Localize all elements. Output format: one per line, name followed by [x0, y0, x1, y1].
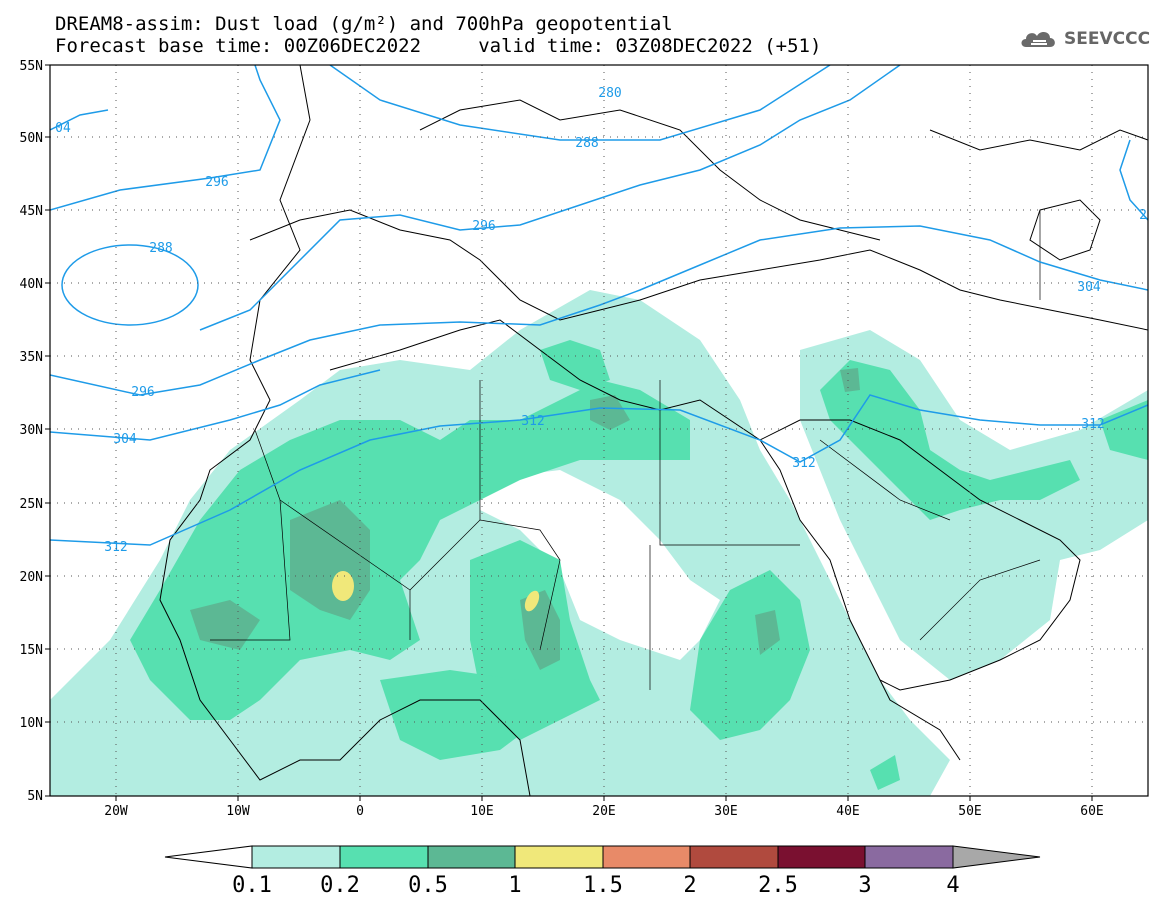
contour-label: 280 [598, 86, 621, 101]
lat-label: 40N [20, 277, 43, 292]
colorbar-high-arrow [952, 845, 1041, 869]
lat-label: 20N [20, 570, 43, 585]
colorbar-bin [514, 845, 604, 869]
lon-label: 50E [958, 804, 981, 819]
graticule [50, 65, 1148, 796]
colorbar-tick-label: 0.2 [320, 873, 360, 898]
map-frame [49, 64, 1149, 797]
lat-label: 45N [20, 204, 43, 219]
lat-label: 30N [20, 423, 43, 438]
colorbar-tick-label: 3 [858, 873, 871, 898]
contour-label: 288 [149, 241, 172, 256]
contour-label: 312 [792, 456, 815, 471]
geopotential-contours [50, 65, 1148, 546]
colorbar-tick-labels: 0.1 0.2 0.5 1 1.5 2 2.5 3 4 [232, 873, 960, 898]
colorbar-tick-label: 2.5 [758, 873, 798, 898]
longitude-labels: 20W 10W 0 10E 20E 30E 40E 50E 60E [104, 804, 1103, 819]
lat-label: 15N [20, 643, 43, 658]
lat-label: 50N [20, 131, 43, 146]
colorbar-bin [689, 845, 779, 869]
latitude-labels: 55N 50N 45N 40N 35N 30N 25N 20N 15N 10N … [20, 59, 43, 804]
contour-label: 312 [104, 540, 127, 555]
lon-label: 60E [1080, 804, 1103, 819]
contour-label: 296 [131, 385, 154, 400]
lon-label: 20E [592, 804, 615, 819]
lat-label: 55N [20, 59, 43, 74]
coastlines [159, 65, 1148, 796]
contour-label: 2 [1139, 208, 1147, 223]
colorbar-bin [602, 845, 691, 869]
colorbar-bin [427, 845, 516, 869]
seevccc-logo: SEEVCCC [1018, 28, 1150, 50]
contour-label: 304 [113, 432, 137, 447]
colorbar-bin [864, 845, 954, 869]
lat-label: 5N [27, 789, 43, 804]
colorbar-bin [339, 845, 429, 869]
colorbar-tick-label: 2 [683, 873, 696, 898]
contour-label: 04 [55, 121, 71, 136]
contour-label: 312 [1081, 417, 1104, 432]
colorbar-tick-label: 1 [508, 873, 521, 898]
contour-label: 304 [1077, 280, 1101, 295]
colorbar-low-arrow [164, 845, 253, 869]
lon-label: 40E [836, 804, 859, 819]
lat-label: 25N [20, 497, 43, 512]
colorbar-bin [777, 845, 866, 869]
logo-text: SEEVCCC [1064, 29, 1151, 49]
country-borders [210, 210, 1041, 690]
dust-clear-gap [120, 330, 720, 660]
lon-label: 20W [104, 804, 128, 819]
contour-label: 312 [521, 414, 544, 429]
map-area: 04 296 288 280 288 296 304 296 304 312 3… [50, 65, 1148, 796]
colorbar-tick-label: 4 [946, 873, 959, 898]
lat-label: 35N [20, 350, 43, 365]
axis-ticks [45, 64, 1093, 801]
map-subtitle-times: Forecast base time: 00Z06DEC2022 valid t… [55, 35, 822, 57]
colorbar-bin [251, 845, 341, 869]
colorbar-tick-label: 1.5 [583, 873, 623, 898]
lon-label: 0 [356, 804, 364, 819]
map-title: DREAM8-assim: Dust load (g/m²) and 700hP… [55, 13, 673, 35]
lat-label: 10N [20, 716, 43, 731]
lon-label: 30E [714, 804, 737, 819]
contour-labels: 04 296 288 280 288 296 304 296 304 312 3… [55, 86, 1147, 555]
contour-label: 296 [205, 175, 228, 190]
contour-label: 296 [472, 219, 495, 234]
dust-high-region [332, 571, 540, 612]
lon-label: 10E [470, 804, 493, 819]
colorbar-tick-label: 0.1 [232, 873, 272, 898]
lon-label: 10W [226, 804, 250, 819]
cloud-icon [1021, 32, 1055, 47]
colorbar [164, 845, 1041, 869]
contour-label: 288 [575, 136, 598, 151]
colorbar-tick-label: 0.5 [408, 873, 448, 898]
